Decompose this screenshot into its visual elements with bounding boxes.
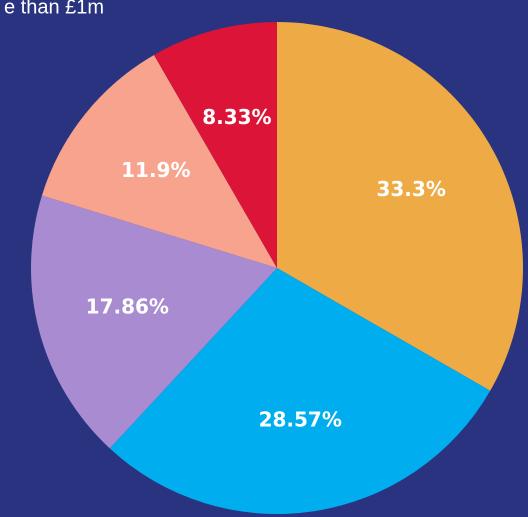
pie-slice	[277, 22, 523, 391]
data-label: 8.33%	[202, 105, 271, 129]
data-label: 11.9%	[121, 158, 190, 182]
data-label: 17.86%	[86, 295, 169, 319]
pie-slice	[31, 195, 278, 449]
chart-title: e than £1m	[4, 0, 104, 18]
data-label: 33.3%	[376, 177, 445, 201]
pie-slice	[154, 22, 277, 268]
pie-slice	[41, 54, 277, 269]
pie-slice	[109, 268, 491, 514]
data-label: 28.57%	[259, 408, 342, 432]
